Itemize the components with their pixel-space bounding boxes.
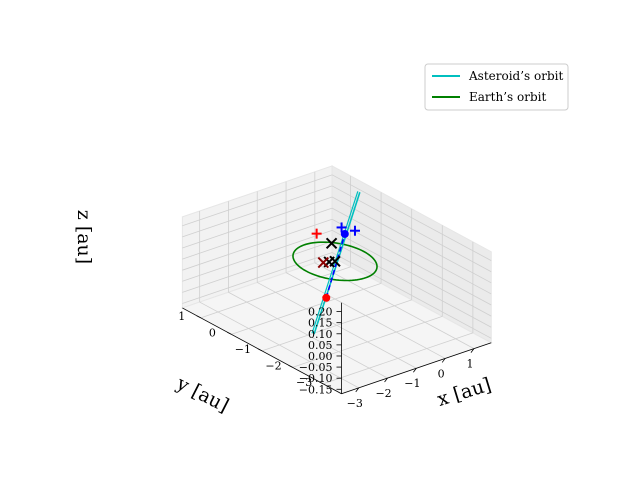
y-tick-mark xyxy=(196,315,201,319)
x-tick-label: −1 xyxy=(404,377,420,390)
grid-back-z xyxy=(182,218,333,271)
marker-cross-b xyxy=(317,256,330,269)
x-tick-label: −3 xyxy=(347,397,363,410)
z-tick-label: 0.05 xyxy=(308,339,333,352)
y-tick-label: 0 xyxy=(209,326,216,339)
grid-back-z xyxy=(182,196,333,249)
y-tick-label: −2 xyxy=(265,359,281,372)
y-tick-mark xyxy=(257,348,263,352)
earth-orbit-line xyxy=(292,241,378,282)
marker-cross xyxy=(325,237,338,250)
legend-box xyxy=(424,63,569,111)
grid-floor-y xyxy=(261,299,412,352)
grid-back-z xyxy=(182,252,333,304)
grid-side-z xyxy=(331,218,492,306)
y-axis-label: y [au] xyxy=(172,372,232,417)
legend: Asteroid’s orbit Earth’s orbit xyxy=(424,63,569,111)
x-tick-mark xyxy=(384,377,388,383)
y-tick-label: −1 xyxy=(235,343,251,356)
grid-side-z xyxy=(331,185,492,273)
dashed-trajectory xyxy=(325,233,346,299)
grid-floor-y xyxy=(231,282,382,335)
y-tick-mark xyxy=(288,364,293,368)
grid-lines xyxy=(182,171,492,389)
grid-back-z xyxy=(182,207,333,260)
marker-cross-b xyxy=(325,237,338,250)
marker-plus xyxy=(349,225,360,236)
legend-label-earth-orbit: Earth’s orbit xyxy=(469,90,546,104)
z-tick-label: −0.15 xyxy=(299,383,333,396)
grid-floor-y xyxy=(200,266,351,319)
x-tick-label: 1 xyxy=(466,358,473,371)
marker-plus xyxy=(336,222,347,233)
grid-side-z xyxy=(331,207,492,295)
z-tick-label: 0.20 xyxy=(308,306,333,319)
tick-labels: −3−2−101−3−2−101−0.15−0.10−0.050.000.050… xyxy=(178,302,492,410)
grid-side-z xyxy=(331,229,492,317)
z-axis-label: z [au] xyxy=(73,210,95,264)
x-tick-mark xyxy=(355,387,360,393)
y-tick-mark xyxy=(227,331,232,335)
x-tick-label: 0 xyxy=(438,367,445,380)
y-tick-mark xyxy=(318,381,324,385)
z-tick-label: −0.10 xyxy=(299,372,333,385)
y-tick-label: −3 xyxy=(296,376,312,389)
grid-back-z xyxy=(182,185,333,238)
marker-plus xyxy=(311,228,322,239)
z-tick-label: 0.15 xyxy=(308,317,333,330)
grid-side-z xyxy=(331,196,492,284)
x-tick-label: −2 xyxy=(375,387,391,400)
plot-area xyxy=(292,191,378,335)
grid-back-z xyxy=(182,241,333,293)
legend-label-asteroid-orbit: Asteroid’s orbit xyxy=(468,69,563,83)
x-tick-mark xyxy=(470,348,475,353)
z-tick-label: −0.05 xyxy=(299,361,333,374)
y-tick-label: 1 xyxy=(178,310,185,323)
grid-floor-y xyxy=(322,332,474,385)
grid-floor-y xyxy=(292,315,443,368)
marker-cross xyxy=(317,256,330,269)
grid-side-z xyxy=(331,252,492,339)
marker-dot xyxy=(340,229,349,238)
grid-back-z xyxy=(182,229,333,282)
grid-side-z xyxy=(331,241,492,328)
grid-side-z xyxy=(331,174,492,261)
grid-back-z xyxy=(182,174,333,227)
z-tick-label: 0.00 xyxy=(308,350,333,363)
x-tick-mark xyxy=(441,358,446,363)
x-tick-mark xyxy=(413,368,417,373)
z-tick-label: 0.10 xyxy=(308,328,333,341)
marker-dot xyxy=(322,293,331,302)
